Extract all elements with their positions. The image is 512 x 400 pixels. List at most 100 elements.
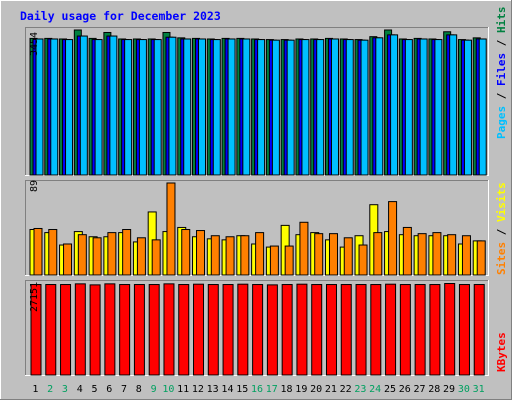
chart-title: Daily usage for December 2023 [20,9,221,23]
bar-kbytes-day-24 [370,284,382,376]
bar-kbytes-day-22 [340,284,352,376]
side-top-part-0: Pages [495,106,508,139]
x-axis-labels: 1 2 3 4 5 6 7 8 9 10 11 12 13 14 15 16 17 18 19 20 21 22 23 24 2… [32,384,484,395]
bar-sites-day-1 [33,227,43,276]
x-label-day-15: 15 [236,384,248,395]
bar-pages-day-19 [301,39,310,176]
side-mid-part-0: Sites [495,242,508,275]
bar-sites-day-21 [328,233,338,276]
x-label-day-14: 14 [221,384,233,395]
x-label-day-12: 12 [192,384,204,395]
bar-kbytes-day-29 [444,283,456,376]
bar-pages-day-12 [198,38,207,176]
bar-sites-day-19 [299,221,309,276]
bar-kbytes-day-18 [281,284,293,376]
x-label-day-2: 2 [47,384,53,395]
bar-kbytes-day-6 [104,283,116,376]
bar-sites-day-28 [432,232,442,276]
bar-kbytes-day-9 [148,284,160,376]
bar-sites-day-18 [284,245,294,276]
bar-kbytes-day-14 [222,284,234,376]
bar-kbytes-day-3 [60,284,72,376]
bar-pages-day-5 [94,39,103,176]
x-label-day-7: 7 [121,384,127,395]
bar-kbytes-day-12 [193,283,205,376]
bar-kbytes-day-5 [89,284,101,376]
bar-sites-day-11 [181,229,191,276]
x-label-day-19: 19 [295,384,307,395]
bar-kbytes-day-28 [429,284,441,376]
bar-kbytes-day-1 [30,284,42,376]
x-label-day-3: 3 [62,384,68,395]
bar-kbytes-day-20 [311,284,323,376]
top-ymax-label: 3454 [29,32,40,56]
bar-pages-day-28 [434,39,443,176]
x-label-day-11: 11 [177,384,189,395]
x-label-day-8: 8 [136,384,142,395]
bar-kbytes-day-26 [399,284,411,376]
bar-sites-day-31 [476,240,486,276]
x-label-day-10: 10 [162,384,174,395]
side-mid-part-2: Visits [495,182,508,222]
x-label-day-27: 27 [413,384,425,395]
bar-pages-day-15 [242,38,251,176]
bar-sites-day-4 [77,234,87,276]
bar-sites-day-30 [461,235,471,276]
bar-pages-day-8 [138,39,147,176]
legend-sites-visits: Sites / Visits [495,182,508,275]
bar-kbytes-day-25 [385,283,397,376]
bar-sites-day-6 [107,232,117,276]
bar-pages-day-14 [227,38,236,176]
bar-kbytes-day-13 [207,284,219,376]
bar-pages-day-11 [183,38,192,176]
bar-sites-day-2 [48,229,58,276]
x-label-day-21: 21 [325,384,337,395]
bar-sites-day-7 [122,229,132,276]
bar-kbytes-day-7 [119,284,131,376]
bar-kbytes-day-16 [252,284,264,376]
side-top-part-2: Files [495,53,508,86]
x-label-day-29: 29 [443,384,455,395]
bar-pages-day-31 [478,38,487,176]
bar-pages-day-1 [35,38,44,176]
bar-pages-day-16 [257,39,266,176]
side-top-part-1: / [495,86,508,106]
bar-sites-day-5 [92,237,102,276]
bar-pages-day-22 [345,39,354,176]
bar-kbytes-day-15 [237,283,249,376]
bar-sites-day-9 [151,239,161,276]
bar-sites-day-13 [210,235,220,276]
x-label-day-25: 25 [384,384,396,395]
bar-pages-day-9 [153,39,162,176]
bar-pages-day-21 [330,38,339,176]
middle-ymax-label: 89 [29,180,40,192]
bar-pages-day-26 [404,39,413,176]
bar-sites-day-17 [269,245,279,276]
bar-kbytes-day-23 [355,284,367,376]
x-label-day-1: 1 [32,384,38,395]
x-label-day-26: 26 [399,384,411,395]
bar-pages-day-4 [79,35,88,176]
x-label-day-28: 28 [428,384,440,395]
x-label-day-5: 5 [91,384,97,395]
bar-kbytes-day-19 [296,283,308,376]
bar-pages-day-20 [316,39,325,176]
x-label-day-17: 17 [266,384,278,395]
side-bot-part-0: KBytes [495,332,508,372]
bar-kbytes-day-21 [325,284,337,376]
x-label-day-9: 9 [151,384,157,395]
bar-pages-day-30 [463,39,472,176]
bar-sites-day-29 [447,234,457,276]
bar-pages-day-25 [390,34,399,176]
x-label-day-13: 13 [207,384,219,395]
bar-sites-day-23 [358,244,368,276]
bar-pages-day-6 [109,35,118,176]
x-label-day-22: 22 [340,384,352,395]
x-label-day-30: 30 [458,384,470,395]
bar-kbytes-day-31 [473,284,485,376]
x-label-day-24: 24 [369,384,381,395]
x-label-day-6: 6 [106,384,112,395]
bar-pages-day-24 [375,37,384,176]
x-label-day-31: 31 [473,384,485,395]
bar-pages-day-17 [271,39,280,176]
